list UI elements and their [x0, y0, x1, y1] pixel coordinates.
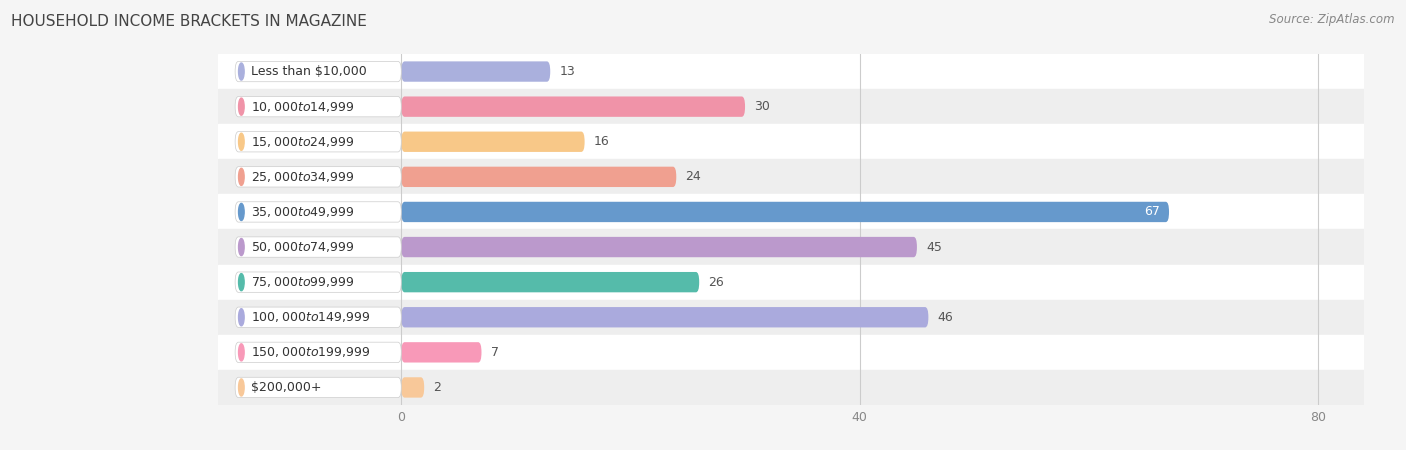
- Text: 24: 24: [686, 171, 702, 183]
- FancyBboxPatch shape: [401, 377, 425, 398]
- Bar: [218, 194, 1364, 230]
- Bar: [218, 124, 1364, 159]
- Bar: [218, 54, 1364, 89]
- Text: $25,000 to $34,999: $25,000 to $34,999: [252, 170, 354, 184]
- FancyBboxPatch shape: [401, 342, 481, 363]
- FancyBboxPatch shape: [235, 131, 401, 152]
- FancyBboxPatch shape: [235, 61, 401, 82]
- Bar: [218, 159, 1364, 194]
- Circle shape: [239, 98, 245, 115]
- Text: 46: 46: [938, 311, 953, 324]
- Text: $100,000 to $149,999: $100,000 to $149,999: [252, 310, 370, 324]
- FancyBboxPatch shape: [401, 237, 917, 257]
- Text: 13: 13: [560, 65, 575, 78]
- Text: $15,000 to $24,999: $15,000 to $24,999: [252, 135, 354, 149]
- FancyBboxPatch shape: [235, 307, 401, 328]
- FancyBboxPatch shape: [401, 131, 585, 152]
- Text: Source: ZipAtlas.com: Source: ZipAtlas.com: [1270, 14, 1395, 27]
- Text: $50,000 to $74,999: $50,000 to $74,999: [252, 240, 354, 254]
- Text: $10,000 to $14,999: $10,000 to $14,999: [252, 99, 354, 114]
- FancyBboxPatch shape: [401, 202, 1168, 222]
- Text: $150,000 to $199,999: $150,000 to $199,999: [252, 345, 370, 360]
- Circle shape: [239, 63, 245, 80]
- Text: 26: 26: [709, 276, 724, 288]
- FancyBboxPatch shape: [401, 307, 928, 328]
- FancyBboxPatch shape: [235, 342, 401, 363]
- Text: $200,000+: $200,000+: [252, 381, 322, 394]
- Text: 7: 7: [491, 346, 499, 359]
- Text: 16: 16: [593, 135, 610, 148]
- FancyBboxPatch shape: [235, 96, 401, 117]
- Bar: [218, 335, 1364, 370]
- Text: $75,000 to $99,999: $75,000 to $99,999: [252, 275, 354, 289]
- FancyBboxPatch shape: [235, 272, 401, 292]
- FancyBboxPatch shape: [235, 377, 401, 398]
- FancyBboxPatch shape: [401, 61, 550, 82]
- Bar: [218, 265, 1364, 300]
- FancyBboxPatch shape: [235, 166, 401, 187]
- Circle shape: [239, 379, 245, 396]
- FancyBboxPatch shape: [235, 237, 401, 257]
- FancyBboxPatch shape: [401, 272, 699, 292]
- FancyBboxPatch shape: [401, 166, 676, 187]
- Circle shape: [239, 309, 245, 326]
- Text: HOUSEHOLD INCOME BRACKETS IN MAGAZINE: HOUSEHOLD INCOME BRACKETS IN MAGAZINE: [11, 14, 367, 28]
- Circle shape: [239, 238, 245, 256]
- FancyBboxPatch shape: [235, 202, 401, 222]
- Text: 2: 2: [433, 381, 441, 394]
- Circle shape: [239, 344, 245, 361]
- Circle shape: [239, 203, 245, 220]
- Circle shape: [239, 168, 245, 185]
- Text: $35,000 to $49,999: $35,000 to $49,999: [252, 205, 354, 219]
- Bar: [218, 370, 1364, 405]
- Circle shape: [239, 274, 245, 291]
- Text: Less than $10,000: Less than $10,000: [252, 65, 367, 78]
- Text: 30: 30: [754, 100, 770, 113]
- Text: 67: 67: [1144, 206, 1160, 218]
- Bar: [218, 300, 1364, 335]
- Bar: [218, 89, 1364, 124]
- Circle shape: [239, 133, 245, 150]
- FancyBboxPatch shape: [401, 96, 745, 117]
- Text: 45: 45: [927, 241, 942, 253]
- Bar: [218, 230, 1364, 265]
